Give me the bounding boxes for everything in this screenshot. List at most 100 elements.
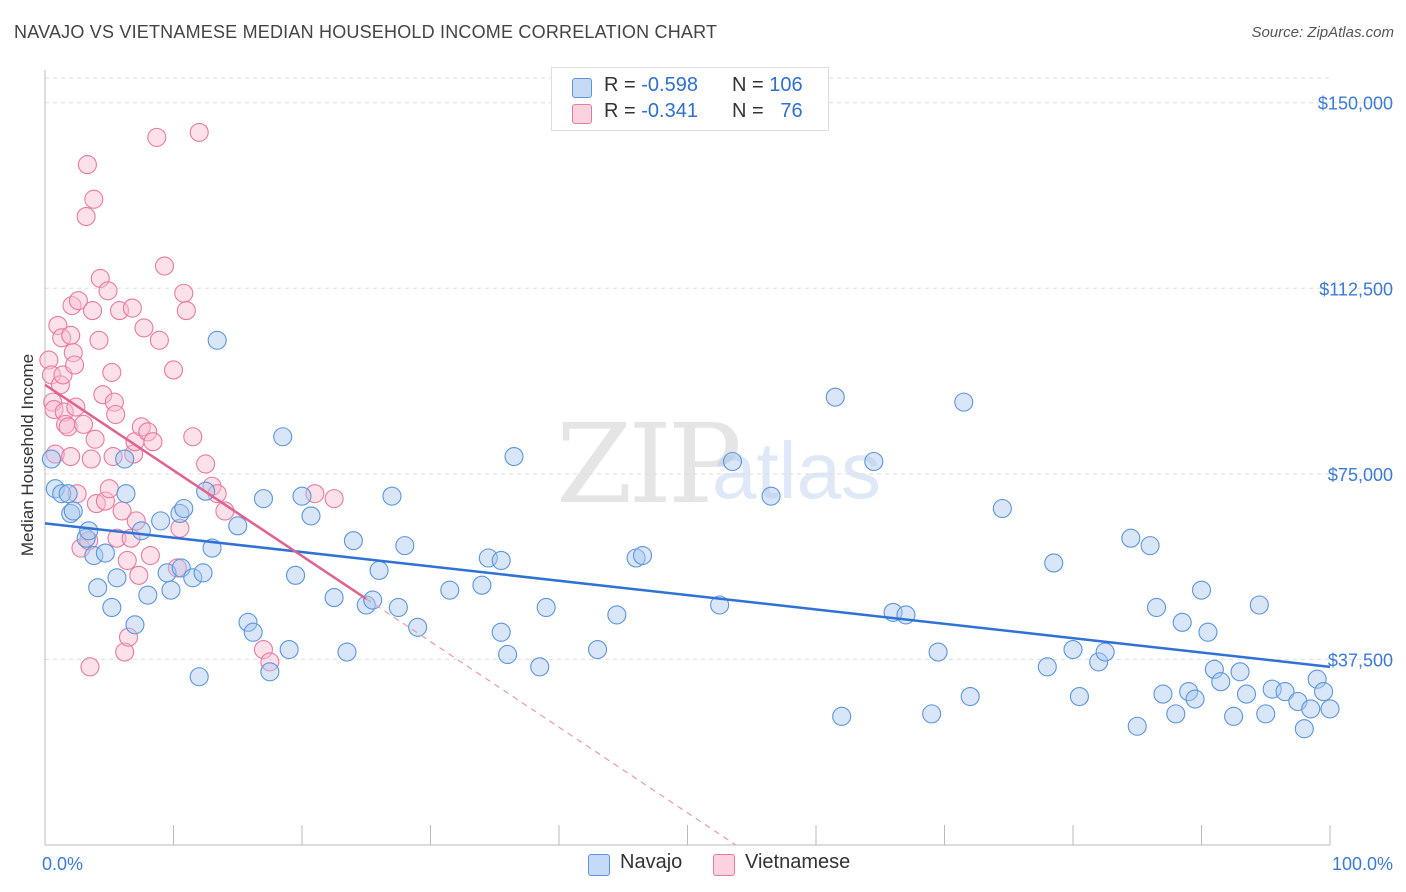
navajo-point: [928, 642, 948, 662]
vietnamese-point: [189, 122, 209, 142]
vietnamese-point: [324, 489, 344, 509]
vietnamese-point: [93, 385, 113, 405]
vietnamese-point: [76, 207, 96, 227]
navajo-point: [864, 451, 884, 472]
navajo-point: [954, 392, 974, 412]
navajo-point: [1153, 684, 1173, 704]
navajo-point: [131, 521, 151, 541]
navajo-point: [107, 568, 127, 588]
navajo-point: [395, 536, 415, 556]
vietnamese-point: [39, 350, 59, 370]
navajo-point: [41, 449, 61, 469]
navajo-point: [710, 595, 730, 615]
legend-n-value: 76: [780, 100, 803, 122]
navajo-point: [253, 489, 274, 509]
navajo-point: [1314, 682, 1334, 702]
watermark-atlas: atlas: [712, 426, 881, 515]
navajo-point: [1198, 622, 1218, 642]
axes: [44, 70, 1331, 846]
navajo-point: [273, 427, 293, 447]
vietnamese-point: [48, 315, 68, 335]
legend-n: N = 106: [732, 74, 803, 97]
navajo-point: [1127, 716, 1147, 736]
navajo-point: [228, 516, 248, 536]
vietnamese-point: [106, 404, 126, 425]
navajo-point: [1191, 580, 1212, 600]
x-tick-label: 100.0%: [1332, 854, 1393, 874]
vietnamese-point: [183, 427, 203, 447]
vietnamese-point: [95, 491, 115, 511]
vietnamese-point: [81, 449, 101, 469]
y-tick-label: $37,500: [1328, 650, 1393, 670]
navajo-point: [1256, 704, 1276, 724]
vietnamese-point: [143, 432, 163, 452]
navajo-point: [1249, 595, 1269, 615]
navajo-point: [632, 545, 653, 566]
navajo-point: [832, 706, 852, 726]
vietnamese-point: [107, 528, 127, 548]
navajo-point: [530, 657, 550, 677]
vietnamese-point: [82, 301, 103, 321]
navajo-point: [825, 387, 845, 407]
navajo-trend-line: [44, 522, 1331, 669]
vietnamese-point: [176, 301, 196, 321]
vietnamese-point: [140, 545, 160, 566]
navajo-point: [960, 686, 980, 707]
vietnamese-point: [174, 283, 194, 303]
chart-title: NAVAJO VS VIETNAMESE MEDIAN HOUSEHOLD IN…: [14, 22, 718, 42]
vietnamese-point: [131, 417, 151, 437]
navajo-point: [292, 486, 312, 506]
navajo-point: [1301, 699, 1321, 719]
navajo-point: [1069, 686, 1089, 707]
navajo-point: [102, 597, 122, 618]
vietnamese-point: [68, 291, 88, 311]
vietnamese-point: [117, 550, 137, 571]
vietnamese-point: [80, 657, 100, 677]
navajo-point: [382, 486, 402, 506]
navajo-point: [115, 449, 135, 469]
legend-n-label: N =: [732, 100, 764, 122]
navajo-point: [207, 330, 227, 350]
legend-r-value: -0.341: [641, 100, 698, 122]
navajo-point: [151, 511, 171, 531]
navajo-point: [183, 568, 203, 588]
y-axis-label: Median Household Income: [18, 354, 37, 556]
navajo-point: [491, 550, 511, 571]
vietnamese-point: [85, 429, 105, 449]
vietnamese-point: [126, 511, 146, 531]
navajo-point: [1320, 699, 1340, 719]
navajo-point: [279, 639, 299, 660]
navajo-point: [52, 484, 72, 504]
bottom-legend-label: Navajo: [620, 851, 683, 873]
navajo-point: [922, 704, 942, 724]
vietnamese-point: [84, 189, 104, 209]
navajo-point: [440, 580, 460, 600]
navajo-point: [1204, 659, 1224, 679]
vietnamese-point: [134, 318, 154, 338]
legend-n: N = 76: [732, 100, 803, 123]
vietnamese-point: [129, 565, 149, 585]
navajo-points: [41, 330, 1340, 739]
watermark-zip: ZIP: [556, 400, 742, 528]
navajo-point: [58, 484, 78, 504]
vietnamese-point: [253, 639, 274, 660]
vietnamese-point: [89, 330, 109, 350]
legend-n-value: 106: [769, 74, 803, 96]
vietnamese-points: [39, 122, 344, 677]
vietnamese-point: [260, 652, 280, 672]
navajo-point: [243, 622, 263, 642]
navajo-point: [1095, 642, 1115, 662]
vietnamese-trend-line: [44, 383, 367, 600]
bottom-legend-swatch-vietnamese: [713, 854, 735, 876]
navajo-point: [356, 595, 376, 615]
navajo-point: [286, 565, 306, 585]
navajo-point: [1185, 689, 1205, 709]
navajo-point: [388, 597, 408, 618]
correlation-legend: R = -0.598 N = 106 R = -0.341 N = 76: [551, 67, 829, 131]
vietnamese-point: [62, 296, 82, 316]
navajo-point: [238, 612, 258, 632]
tick-labels: $37,500 $75,000 $112,500 $150,000 0.0% 100.0%: [42, 94, 1393, 874]
navajo-point: [138, 585, 158, 605]
navajo-point: [607, 605, 627, 625]
navajo-point: [1146, 597, 1167, 618]
